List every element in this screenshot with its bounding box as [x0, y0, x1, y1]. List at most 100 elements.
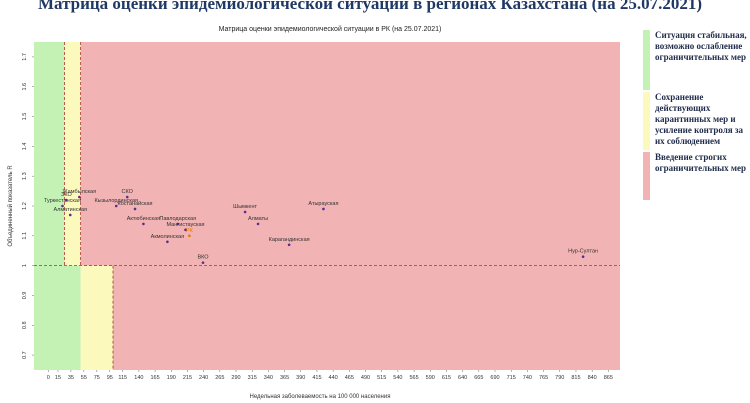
x-tick-label: 540 — [393, 375, 402, 381]
legend-swatch — [643, 92, 650, 150]
point-label: Павлодарская — [159, 216, 196, 222]
chart: Матрица оценки эпидемиологической ситуац… — [7, 25, 621, 400]
x-tick-label: 440 — [329, 375, 338, 381]
point — [188, 234, 191, 238]
x-tick-label: 790 — [555, 375, 564, 381]
point — [61, 204, 64, 208]
x-tick-label: 15 — [55, 375, 61, 381]
x-tick-label: 240 — [199, 375, 208, 381]
x-tick-label: 740 — [523, 375, 532, 381]
y-tick-label: 1.4 — [22, 143, 28, 151]
x-tick-label: 165 — [150, 375, 159, 381]
point-label: Жамбылская — [63, 189, 97, 195]
x-tick-label: 690 — [490, 375, 499, 381]
point-label: ЗКО — [61, 192, 72, 198]
point — [125, 195, 129, 199]
point — [114, 204, 118, 208]
x-tick-label: 0 — [47, 375, 50, 381]
point-label: Костанайская — [118, 200, 153, 207]
point — [581, 255, 585, 258]
point — [243, 210, 247, 214]
x-axis-label: Недельная заболеваемость на 100 000 насе… — [250, 394, 391, 400]
y-tick-label: 1.6 — [22, 83, 28, 91]
x-tick-label: 465 — [345, 375, 354, 381]
point — [133, 207, 137, 211]
y-tick-label: 0.7 — [22, 351, 28, 359]
y-tick-label: 1.5 — [22, 113, 28, 121]
x-tick-label: 55 — [81, 375, 87, 381]
legend-label: Введение строгих ограничительных мер — [655, 152, 747, 173]
legend-label: Ситуация стабильная, возможно ослабление… — [655, 30, 747, 62]
point-label: Алматинская — [53, 207, 87, 213]
point — [166, 240, 169, 244]
point-label: Туркестанская — [44, 198, 81, 204]
x-tick-label: 515 — [377, 375, 386, 381]
x-tick-label: 215 — [183, 375, 192, 381]
point-label: Мангистауская — [167, 222, 205, 228]
x-tick-label: 390 — [296, 375, 305, 381]
x-tick-label: 565 — [409, 375, 418, 381]
point — [142, 222, 145, 226]
point-label: Атырауская — [308, 201, 338, 207]
x-tick-label: 590 — [426, 375, 435, 381]
point-label: Шымкент — [233, 204, 257, 210]
point-label: Акмолинская — [151, 234, 184, 240]
x-tick-label: 840 — [588, 375, 597, 381]
y-axis-label: Объединенный показатель R — [7, 165, 14, 247]
point — [287, 243, 291, 247]
zone — [80, 265, 113, 370]
point — [78, 195, 81, 199]
x-tick-label: 765 — [539, 375, 548, 381]
x-tick-label: 115 — [118, 375, 127, 381]
point — [184, 228, 187, 232]
x-tick-label: 665 — [474, 375, 483, 381]
zone — [112, 265, 621, 370]
x-tick-label: 75 — [94, 375, 100, 381]
chart-title: Матрица оценки эпидемиологической ситуац… — [219, 25, 442, 33]
point — [322, 207, 325, 211]
y-tick-label: 1.3 — [22, 172, 28, 180]
x-tick-label: 715 — [507, 375, 516, 381]
legend-swatch — [643, 30, 650, 90]
point — [256, 222, 260, 226]
zone — [34, 42, 65, 266]
legend-item: Ситуация стабильная, возможно ослабление… — [643, 30, 748, 90]
x-tick-label: 815 — [571, 375, 580, 381]
x-tick-label: 340 — [264, 375, 273, 381]
point — [68, 213, 72, 217]
y-tick-label: 0.9 — [22, 292, 28, 300]
point — [201, 261, 205, 264]
y-tick-label: 0.8 — [22, 321, 28, 329]
y-tick-label: 1 — [22, 264, 28, 267]
y-tick-label: 1.2 — [22, 202, 28, 210]
point — [65, 198, 68, 202]
point-label: Карагандинская — [269, 237, 310, 243]
legend-label: Сохранение действующих карантинных мер и… — [655, 92, 744, 146]
slide-title: Матрица оценки эпидемиологической ситуац… — [37, 0, 703, 13]
zone — [64, 42, 81, 266]
y-tick-label: 1.7 — [22, 53, 28, 61]
point-label: РК — [186, 228, 194, 234]
x-tick-label: 490 — [361, 375, 370, 381]
zone — [80, 42, 621, 266]
y-tick-label: 1.1 — [22, 232, 28, 240]
x-tick-label: 315 — [248, 375, 257, 381]
x-tick-label: 415 — [312, 375, 321, 381]
x-tick-label: 190 — [167, 375, 176, 381]
zone — [34, 265, 81, 370]
x-tick-label: 365 — [280, 375, 289, 381]
x-tick-label: 615 — [442, 375, 451, 381]
x-tick-label: 95 — [107, 375, 113, 381]
point-label: Нур-Султан — [568, 249, 598, 255]
point-label: СКО — [122, 189, 134, 195]
x-tick-label: 35 — [68, 375, 74, 381]
x-tick-label: 140 — [134, 375, 143, 381]
point — [176, 222, 180, 226]
legend-item: Сохранение действующих карантинных мер и… — [643, 92, 748, 150]
x-tick-label: 290 — [231, 375, 240, 381]
point-label: Актюбинская — [127, 216, 160, 222]
legend-item: Введение строгих ограничительных мер — [643, 152, 748, 200]
point-label: Кызылординская — [94, 198, 138, 204]
legend-swatch — [643, 152, 650, 200]
x-tick-label: 265 — [215, 375, 224, 381]
